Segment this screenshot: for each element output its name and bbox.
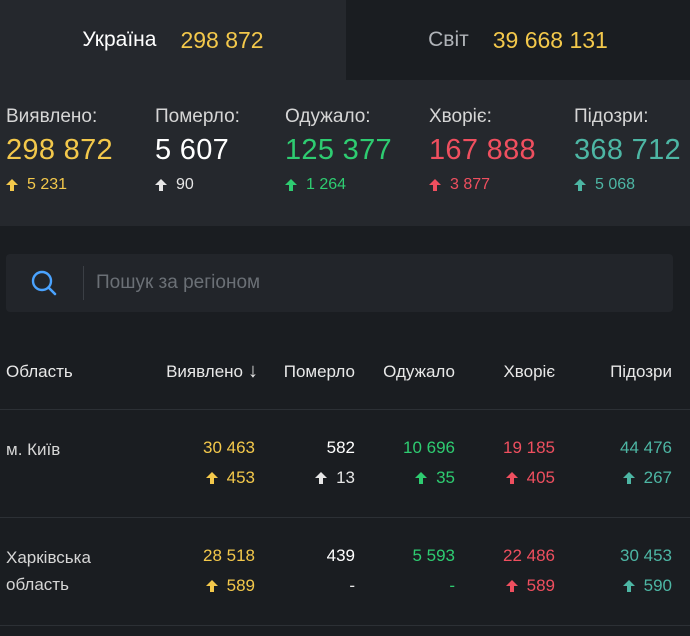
stat-label: Виявлено:	[6, 106, 98, 127]
arrow-up-icon	[6, 179, 18, 191]
stat-delta: 1 264	[285, 176, 346, 194]
stat-label: Померло:	[155, 106, 240, 127]
sick-delta: 589	[505, 576, 555, 596]
stat-value: 125 377	[285, 134, 392, 166]
tab-ukraine-value: 298 872	[180, 26, 264, 53]
sick-delta: 405	[505, 468, 555, 488]
stat-value: 368 712	[574, 134, 681, 166]
stat-label: Хворіє:	[429, 106, 492, 127]
sick-delta-value: 405	[526, 468, 555, 487]
arrow-up-icon	[505, 472, 518, 484]
suspected-delta: 590	[622, 576, 672, 596]
suspected-value: 30 453	[620, 546, 672, 565]
arrow-down-icon: ↓	[248, 360, 258, 382]
died-value: 439	[326, 546, 355, 565]
arrow-up-icon	[574, 179, 586, 191]
recovered-delta-value: 35	[436, 468, 455, 487]
detected-delta-value: 589	[226, 576, 255, 595]
search-divider	[83, 266, 84, 300]
header-region[interactable]: Область	[6, 362, 73, 381]
search-input[interactable]	[96, 264, 656, 302]
arrow-up-icon	[205, 580, 218, 592]
suspected-delta: 267	[622, 468, 672, 488]
suspected-value: 44 476	[620, 438, 672, 457]
stat-delta-value: 90	[176, 176, 194, 193]
sick-value: 19 185	[503, 438, 555, 457]
tab-world-label: Світ	[428, 28, 469, 51]
stat-delta: 3 877	[429, 176, 490, 194]
detected-delta: 453	[205, 468, 255, 488]
table-row[interactable]: Харківська область 28 518 589 439 - 5 59…	[0, 518, 690, 626]
arrow-up-icon	[285, 179, 297, 191]
regions-table: Область Виявлено ↓ Померло Одужало Хворі…	[0, 336, 690, 626]
arrow-up-icon	[429, 179, 441, 191]
header-died[interactable]: Померло	[283, 362, 355, 381]
died-value: 582	[326, 438, 355, 457]
recovered-value: 10 696	[403, 438, 455, 457]
arrow-up-icon	[622, 472, 635, 484]
arrow-up-icon	[415, 472, 428, 484]
died-delta: -	[349, 576, 355, 595]
sick-delta-value: 589	[526, 576, 555, 595]
arrow-up-icon	[622, 580, 635, 592]
stat-value: 167 888	[429, 134, 536, 166]
stat-delta-value: 1 264	[306, 176, 347, 193]
detected-value: 30 463	[203, 438, 255, 457]
recovered-delta: 35	[415, 468, 455, 488]
stat-delta-value: 5 231	[27, 176, 68, 193]
search-icon[interactable]	[30, 269, 58, 297]
tab-world-value: 39 668 131	[492, 26, 608, 53]
region-search	[6, 254, 673, 312]
recovered-value: 5 593	[412, 546, 455, 565]
header-suspected[interactable]: Підозри	[610, 362, 672, 381]
tab-ukraine[interactable]: Україна 298 872	[0, 0, 346, 80]
tab-world[interactable]: Світ 39 668 131	[346, 0, 690, 80]
region-tabs: Україна 298 872 Світ 39 668 131	[0, 0, 690, 80]
arrow-up-icon	[315, 472, 328, 484]
stat-delta: 5 231	[6, 176, 67, 194]
summary-stats: Виявлено: 298 872 5 231 Померло: 5 607 9…	[0, 80, 690, 226]
detected-delta-value: 453	[226, 468, 255, 487]
recovered-delta: -	[449, 576, 455, 595]
suspected-delta-value: 590	[643, 576, 672, 595]
header-sick[interactable]: Хворіє	[503, 362, 555, 381]
region-name: м. Київ	[6, 440, 61, 459]
stat-delta-value: 5 068	[595, 176, 636, 193]
stat-delta-value: 3 877	[450, 176, 491, 193]
table-header: Область Виявлено ↓ Померло Одужало Хворі…	[0, 336, 690, 410]
sick-value: 22 486	[503, 546, 555, 565]
detected-value: 28 518	[203, 546, 255, 565]
arrow-up-icon	[205, 472, 218, 484]
stat-delta: 90	[155, 176, 194, 194]
header-recovered[interactable]: Одужало	[383, 362, 455, 381]
died-delta: 13	[315, 468, 355, 488]
table-row[interactable]: м. Київ 30 463 453 582 13 10 696 35 19 1…	[0, 410, 690, 518]
tab-ukraine-label: Україна	[82, 28, 157, 51]
header-detected-label: Виявлено	[166, 362, 243, 381]
suspected-delta-value: 267	[643, 468, 672, 487]
stat-label: Підозри:	[574, 106, 649, 127]
stat-delta: 5 068	[574, 176, 635, 194]
detected-delta: 589	[205, 576, 255, 596]
arrow-up-icon	[155, 179, 167, 191]
stat-label: Одужало:	[285, 106, 371, 127]
arrow-up-icon	[505, 580, 518, 592]
region-name: Харківська область	[6, 548, 91, 594]
died-delta-value: 13	[336, 468, 355, 487]
stat-value: 298 872	[6, 134, 113, 166]
stat-value: 5 607	[155, 134, 230, 166]
header-detected[interactable]: Виявлено ↓	[166, 360, 258, 382]
